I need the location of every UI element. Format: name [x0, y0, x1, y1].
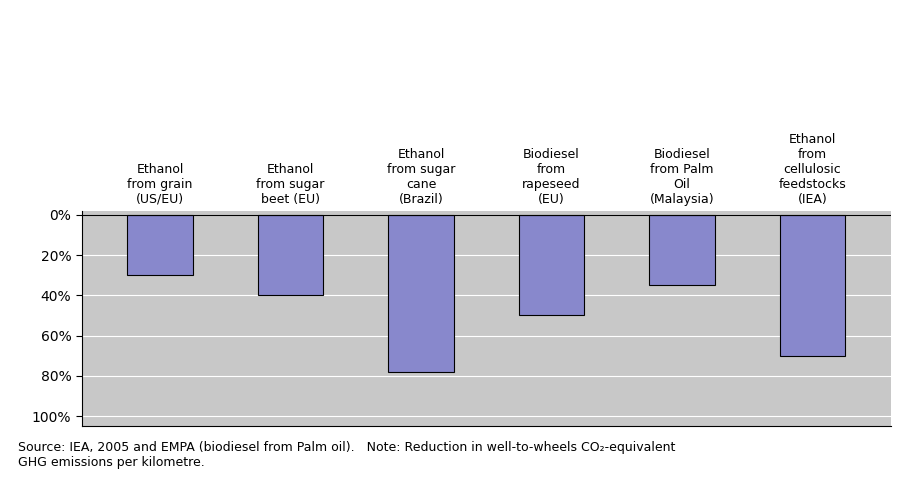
Bar: [780, 215, 845, 356]
Bar: [258, 215, 324, 295]
Text: Source: IEA, 2005 and EMPA (biodiesel from Palm oil).   Note: Reduction in well-: Source: IEA, 2005 and EMPA (biodiesel fr…: [18, 441, 675, 469]
Bar: [649, 215, 714, 285]
Text: Ethanol
from grain
(US/EU): Ethanol from grain (US/EU): [127, 163, 193, 206]
Bar: [388, 215, 454, 372]
Text: Ethanol
from
cellulosic
feedstocks
(IEA): Ethanol from cellulosic feedstocks (IEA): [779, 133, 846, 206]
Text: Ethanol
from sugar
beet (EU): Ethanol from sugar beet (EU): [256, 163, 325, 206]
Bar: [127, 215, 193, 275]
Text: Biodiesel
from
rapeseed
(EU): Biodiesel from rapeseed (EU): [523, 148, 581, 206]
Text: Biodiesel
from Palm
Oil
(Malaysia): Biodiesel from Palm Oil (Malaysia): [650, 148, 714, 206]
Text: Ethanol
from sugar
cane
(Brazil): Ethanol from sugar cane (Brazil): [387, 148, 455, 206]
Bar: [519, 215, 584, 316]
